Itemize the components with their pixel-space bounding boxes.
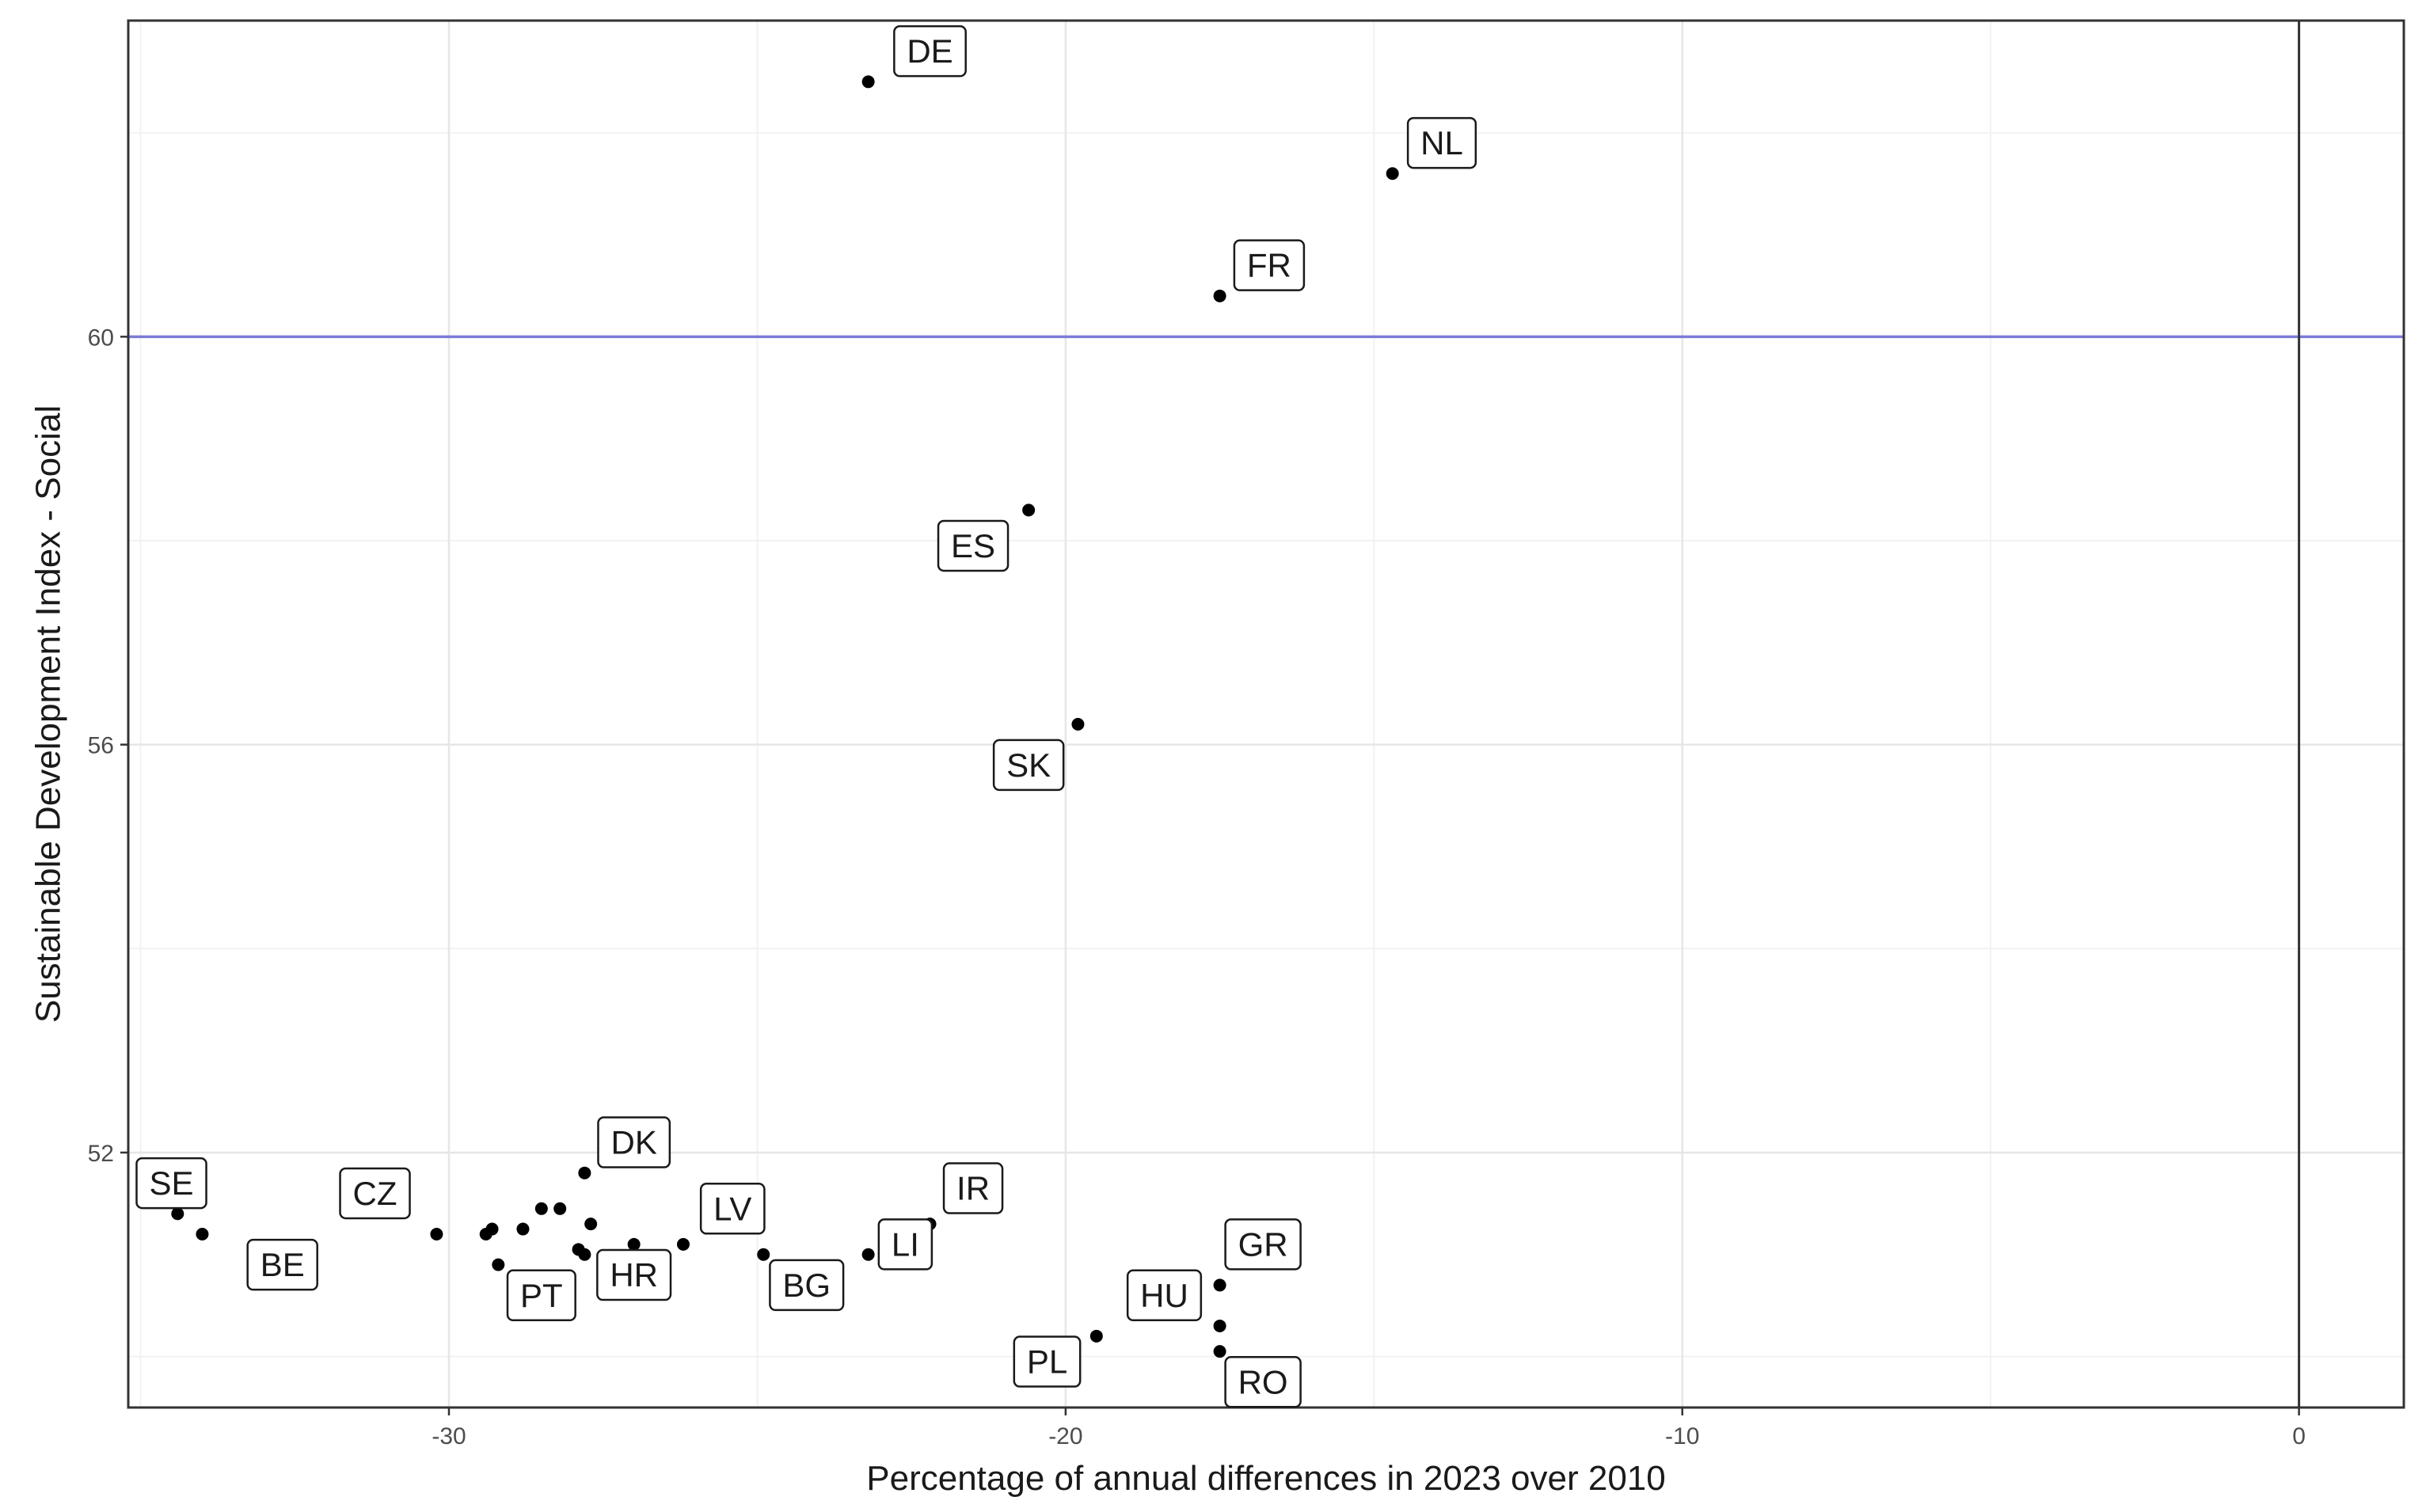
point-label: SE [135,1157,207,1210]
reference-lines [128,21,2404,1408]
y-tick-label: 60 [88,325,114,351]
point-label: HU [1126,1269,1203,1322]
point-label-text: LI [892,1225,919,1263]
point-label-box [769,1259,845,1312]
point-label: DE [893,25,967,78]
point-label: LV [699,1183,766,1235]
data-point [1386,167,1399,180]
point-label-box [893,25,967,78]
point-label-box [135,1157,207,1210]
data-point [861,1248,875,1261]
point-label-box [877,1218,934,1271]
x-tick-label: 0 [2292,1423,2306,1449]
point-label-text: NL [1420,124,1463,161]
data-point [534,1202,548,1215]
x-tick-label: -20 [1048,1423,1082,1449]
data-point [430,1228,443,1240]
point-label-box [1406,116,1477,169]
point-label-text: BE [260,1246,305,1283]
point-label-text: DE [907,32,953,70]
point-label: BE [246,1238,318,1291]
point-label: PT [506,1269,576,1322]
point-label-box [246,1238,318,1291]
point-label: RO [1224,1356,1302,1408]
point-label-text: BG [782,1267,831,1304]
point-label: LI [877,1218,934,1271]
point-label: DK [597,1116,671,1168]
point-label-text: CZ [353,1175,397,1212]
point-label-text: FR [1247,247,1291,284]
data-point [584,1218,598,1231]
point-label-text: HU [1140,1277,1188,1314]
point-label-box [942,1162,1004,1214]
point-label-box [1126,1269,1203,1322]
data-point [171,1207,184,1221]
point-label-box [1224,1356,1302,1408]
point-label-text: PT [520,1277,563,1314]
point-label-box [699,1183,766,1235]
data-point [578,1166,591,1180]
point-label-box [1224,1218,1302,1271]
data-point [1089,1329,1103,1343]
point-label-box [992,739,1065,792]
point-label-text: DK [610,1124,656,1161]
point-label-text: HR [610,1256,658,1294]
data-point [196,1228,209,1240]
x-axis-ticks: -30 -20 -10 0 [432,1408,2306,1449]
x-tick-label: -10 [1665,1423,1699,1449]
y-tick-label: 52 [88,1141,114,1167]
point-label: HR [596,1248,672,1301]
point-label: GR [1224,1218,1302,1271]
point-label: IR [942,1162,1004,1214]
point-label-text: ES [951,527,995,564]
data-point [1213,1345,1226,1358]
data-point [485,1222,499,1236]
point-label: SK [992,739,1065,792]
point-labels: DE NL FR ES SK DK SE CZ LV IR LI GR HU BE PT HR BG PL RO [135,25,1477,1408]
point-label: NL [1406,116,1477,169]
point-label-box [1013,1335,1082,1388]
point-label-text: RO [1238,1363,1288,1400]
point-label: CZ [339,1167,411,1220]
data-point [757,1248,770,1261]
y-axis-ticks: 52 56 60 [88,325,128,1167]
data-point [1022,503,1036,517]
point-label: BG [769,1259,845,1312]
point-label-box [597,1116,671,1168]
point-label-text: PL [1027,1343,1067,1381]
x-tick-label: -30 [432,1423,466,1449]
point-label-box [339,1167,411,1220]
data-point [1213,289,1226,302]
y-tick-label: 56 [88,733,114,759]
data-point [578,1248,591,1261]
data-point [1071,717,1085,731]
data-point [676,1237,690,1251]
x-axis-title: Percentage of annual differences in 2023… [866,1459,1666,1498]
data-point [516,1222,530,1236]
point-label-box [937,519,1010,572]
data-point [492,1258,505,1271]
data-point [1213,1278,1226,1292]
point-label-text: GR [1238,1225,1288,1263]
point-label-text: SE [150,1164,194,1202]
y-axis-title: Sustainable Development Index - Social [29,405,68,1023]
data-point [553,1202,567,1215]
point-label-box [506,1269,576,1322]
point-label: PL [1013,1335,1082,1388]
point-label-text: LV [713,1190,751,1227]
point-label-text: IR [956,1170,990,1207]
data-point [1213,1319,1226,1332]
point-label-box [1233,239,1306,291]
point-label-text: SK [1006,747,1051,784]
data-point [861,75,875,89]
point-label: ES [937,519,1010,572]
point-label: FR [1233,239,1306,291]
point-label-box [596,1248,672,1301]
data-point [627,1237,641,1251]
